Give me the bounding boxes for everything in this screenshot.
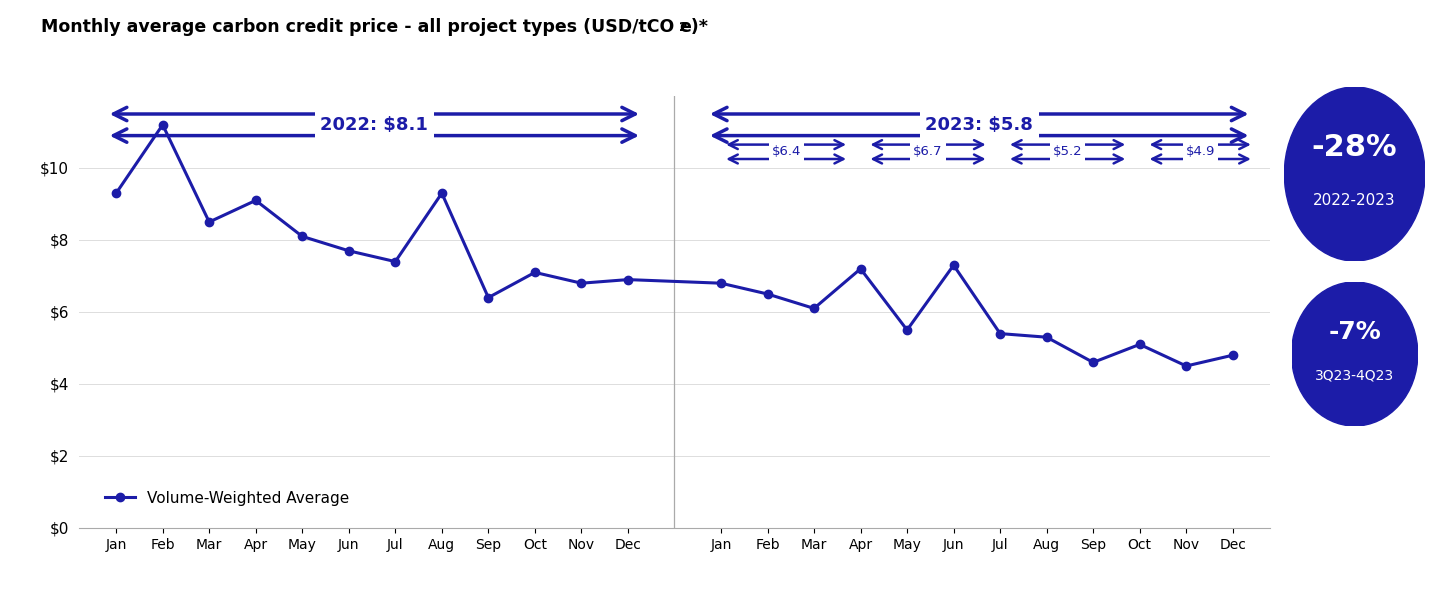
Text: $6.4: $6.4 (772, 145, 801, 158)
Text: Monthly average carbon credit price - all project types (USD/tCO: Monthly average carbon credit price - al… (42, 18, 674, 36)
Text: $6.7: $6.7 (913, 145, 943, 158)
Ellipse shape (1284, 87, 1425, 261)
Legend: Volume-Weighted Average: Volume-Weighted Average (99, 484, 356, 512)
Text: 2: 2 (679, 21, 687, 34)
Ellipse shape (1292, 282, 1418, 426)
Text: e)*: e)* (679, 18, 707, 36)
Text: 2022: $8.1: 2022: $8.1 (320, 116, 428, 134)
Text: 2023: $5.8: 2023: $5.8 (926, 116, 1033, 134)
Text: $4.9: $4.9 (1185, 145, 1215, 158)
Text: 2022-2023: 2022-2023 (1313, 193, 1396, 208)
Text: -7%: -7% (1329, 320, 1380, 344)
Text: -28%: -28% (1312, 133, 1398, 163)
Text: $5.2: $5.2 (1053, 145, 1082, 158)
Text: 3Q23-4Q23: 3Q23-4Q23 (1314, 368, 1395, 383)
